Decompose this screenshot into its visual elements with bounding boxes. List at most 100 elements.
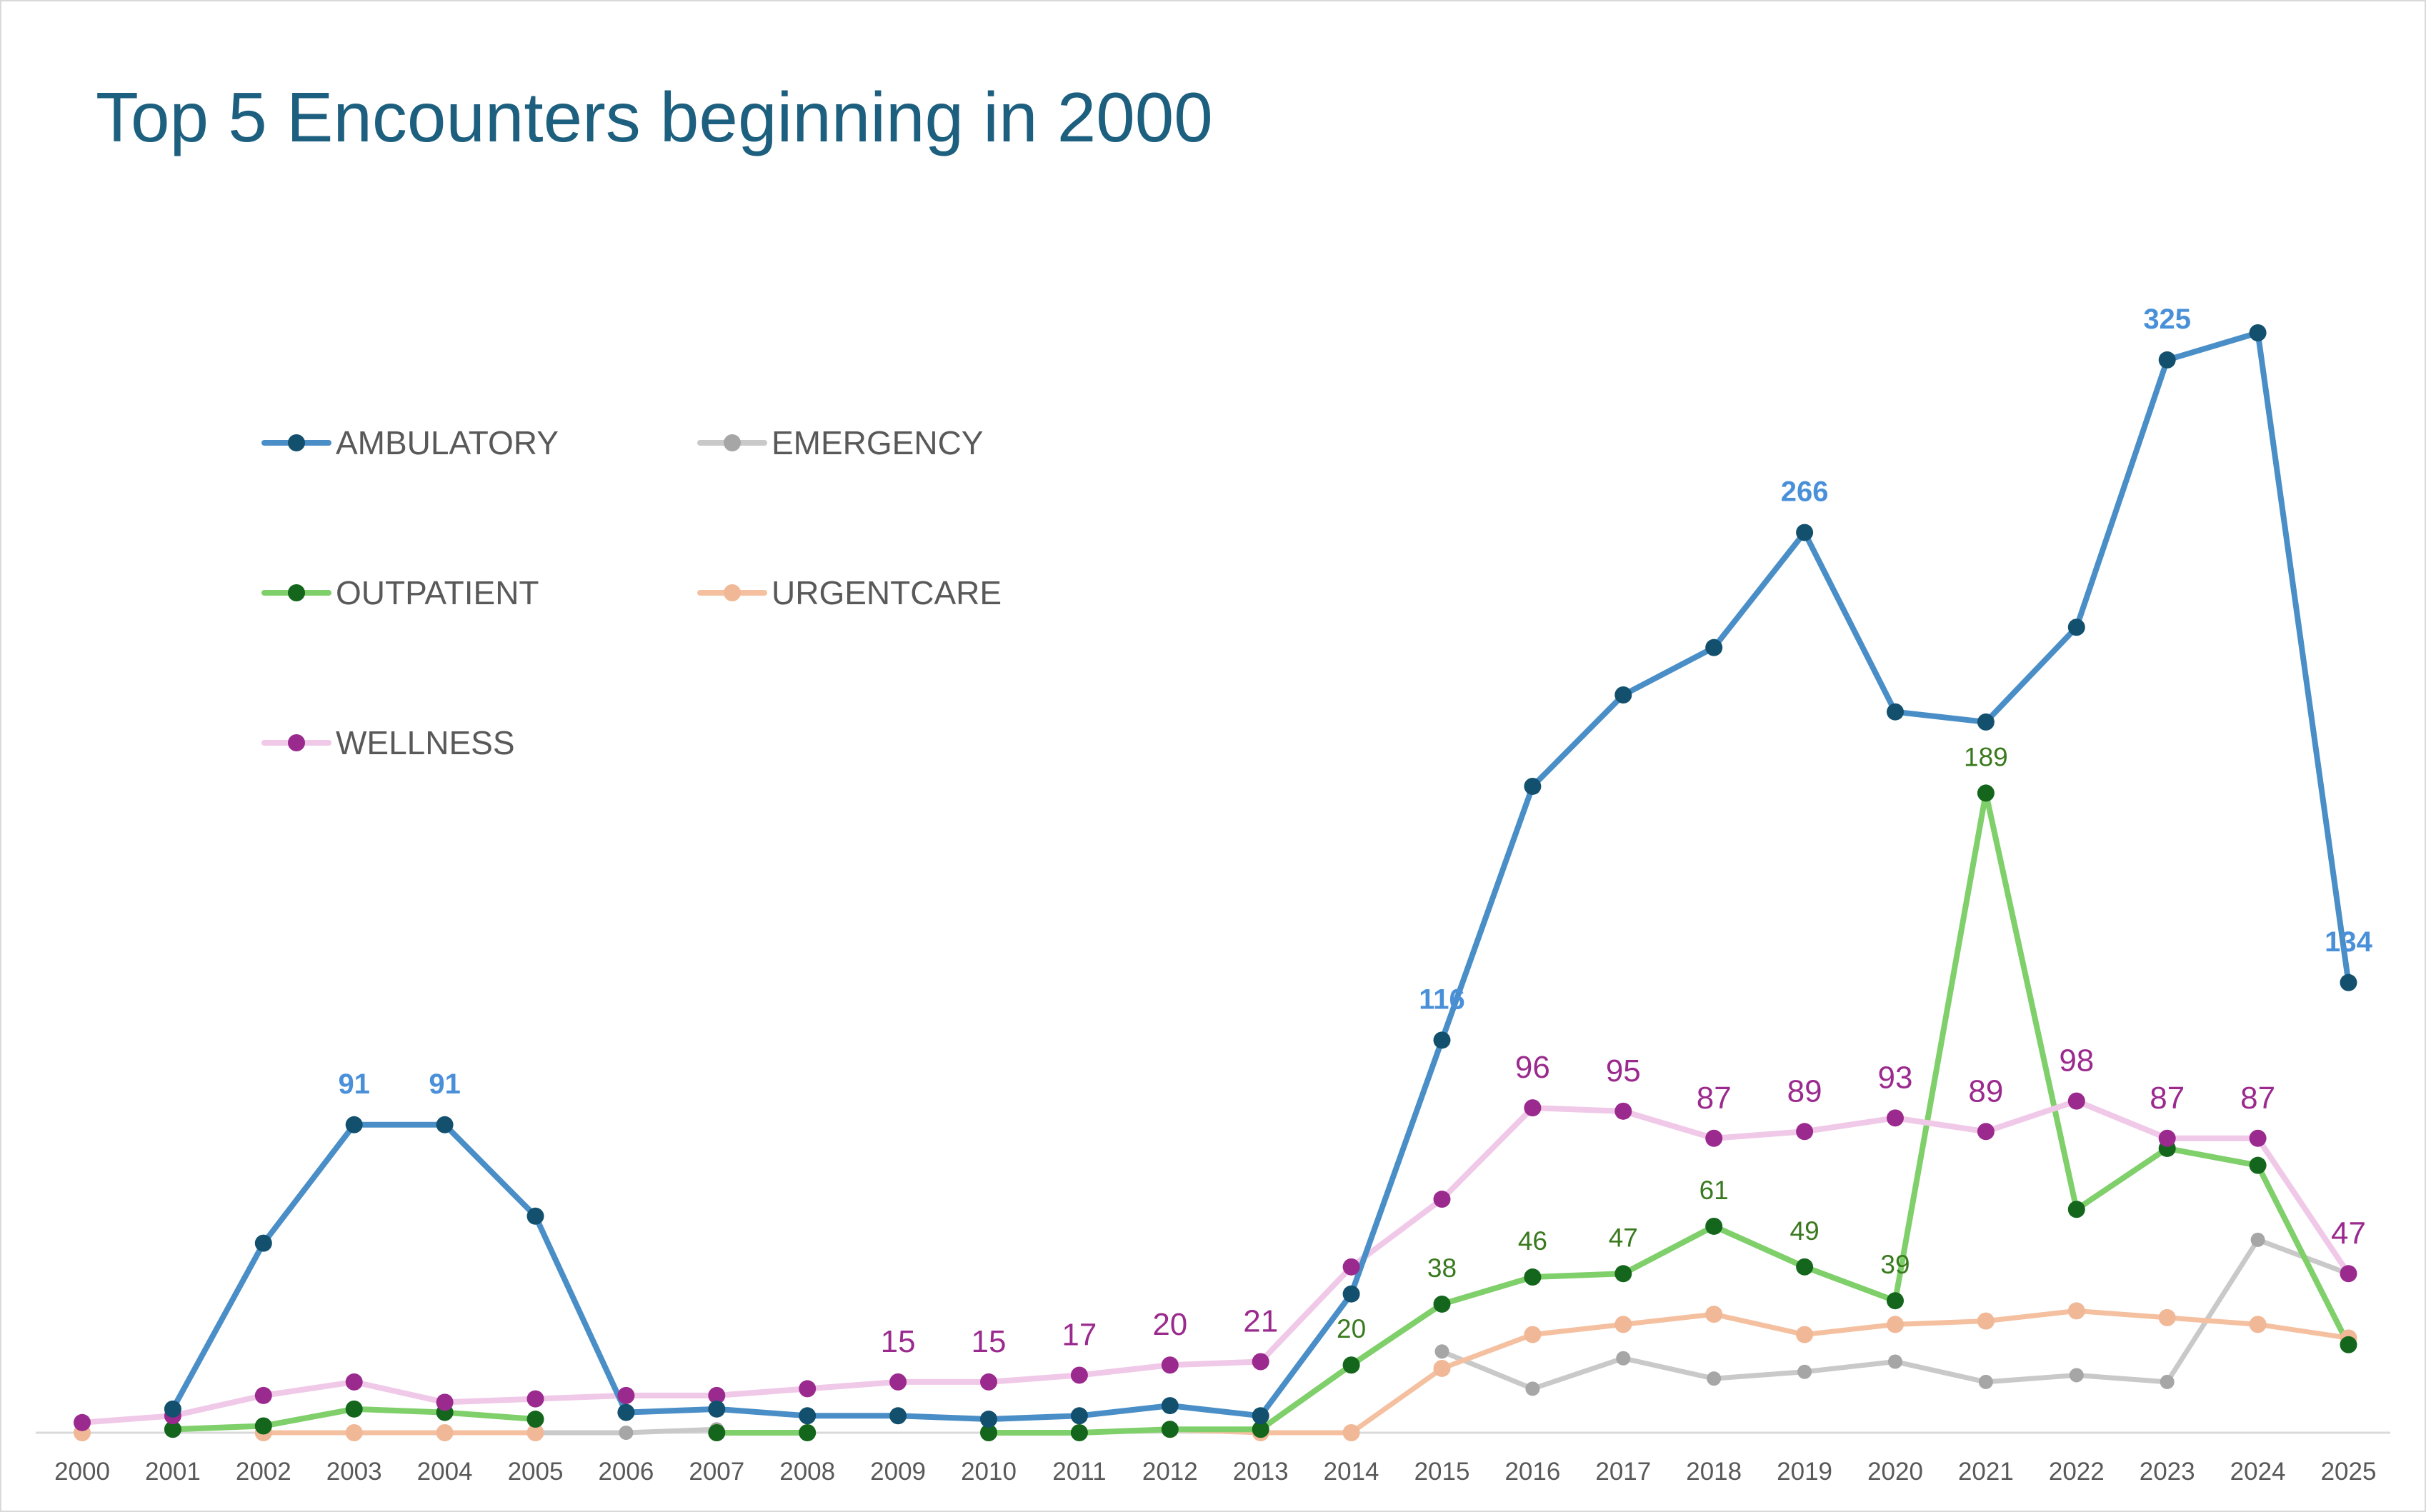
emergency-point-2015 (1434, 1344, 1449, 1359)
ambulatory-data-label-2015: 116 (1419, 983, 1465, 1015)
wellness-data-label-2018: 87 (1697, 1081, 1732, 1116)
emergency-point-2006 (619, 1426, 634, 1440)
ambulatory-data-label-2023: 325 (2143, 304, 2191, 335)
ambulatory-point-2006 (617, 1403, 635, 1421)
emergency-point-2019 (1797, 1364, 1812, 1379)
legend-swatch-marker (288, 584, 305, 601)
ambulatory-point-2008 (799, 1407, 817, 1425)
wellness-data-label-2025: 47 (2331, 1216, 2366, 1251)
wellness-point-2012 (1161, 1356, 1179, 1374)
ambulatory-point-2015 (1433, 1031, 1451, 1049)
outpatient-point-2001 (164, 1421, 181, 1438)
wellness-data-label-2010: 15 (972, 1324, 1007, 1359)
x-tick-label-2010: 2010 (961, 1458, 1017, 1486)
outpatient-point-2010 (980, 1424, 997, 1441)
legend: AMBULATORY EMERGENCY OUTPATIENT URGENTCARE W… (261, 424, 1002, 761)
urgentcare-point-2021 (1977, 1312, 1995, 1330)
outpatient-data-label-2017: 47 (1609, 1223, 1638, 1252)
ambulatory-data-label-2003: 91 (338, 1068, 370, 1100)
outpatient-data-label-2014: 20 (1337, 1314, 1366, 1343)
ambulatory-point-2009 (889, 1407, 907, 1425)
urgentcare-point-2017 (1614, 1316, 1632, 1333)
wellness-point-2020 (1887, 1109, 1904, 1127)
ambulatory-point-2007 (708, 1400, 726, 1418)
urgentcare-point-2016 (1524, 1326, 1542, 1343)
x-tick-label-2024: 2024 (2230, 1458, 2286, 1486)
outpatient-data-label-2021: 189 (1964, 742, 2008, 771)
wellness-point-2005 (526, 1390, 544, 1408)
x-tick-label-2021: 2021 (1958, 1458, 2014, 1486)
urgentcare-point-2023 (2158, 1308, 2176, 1326)
outpatient-point-2011 (1070, 1424, 1088, 1441)
outpatient-point-2015 (1433, 1295, 1451, 1313)
ambulatory-point-2014 (1342, 1285, 1360, 1303)
x-tick-label-2016: 2016 (1504, 1458, 1560, 1486)
series-lines (79, 330, 2352, 1436)
urgentcare-point-2005 (526, 1424, 544, 1441)
legend-label-outpatient: OUTPATIENT (336, 574, 539, 611)
wellness-point-2015 (1433, 1191, 1451, 1208)
outpatient-point-2022 (2067, 1201, 2085, 1218)
outpatient-point-2005 (526, 1411, 544, 1428)
ambulatory-point-2011 (1070, 1407, 1088, 1425)
outpatient-data-label-2015: 38 (1427, 1253, 1457, 1283)
x-tick-label-2023: 2023 (2140, 1458, 2195, 1486)
wellness-point-2009 (889, 1373, 907, 1391)
urgentcare-point-2024 (2249, 1316, 2267, 1333)
outpatient-data-label-2020: 39 (1880, 1250, 1910, 1279)
wellness-point-2003 (345, 1373, 363, 1391)
emergency-point-2018 (1707, 1371, 1722, 1386)
ambulatory-point-2003 (345, 1116, 363, 1133)
outpatient-data-label-2016: 46 (1518, 1226, 1547, 1256)
x-tick-label-2008: 2008 (779, 1458, 835, 1486)
wellness-point-2025 (2340, 1265, 2357, 1283)
ambulatory-point-2021 (1977, 713, 1995, 731)
x-tick-label-2000: 2000 (54, 1458, 110, 1486)
x-tick-label-2014: 2014 (1324, 1458, 1379, 1486)
wellness-point-2016 (1524, 1099, 1542, 1117)
urgentcare-point-2019 (1796, 1326, 1814, 1343)
legend-item-urgentcare[interactable]: URGENTCARE (697, 574, 1002, 611)
outpatient-point-2014 (1342, 1356, 1360, 1374)
wellness-point-2010 (980, 1373, 997, 1391)
x-tick-label-2007: 2007 (689, 1458, 744, 1486)
ambulatory-point-2025 (2340, 973, 2357, 991)
wellness-point-2018 (1705, 1129, 1723, 1147)
x-tick-label-2005: 2005 (508, 1458, 564, 1486)
x-axis-ticks: 2000 2001 2002 2003 2004 2005 2006 2007 2008 2009… (54, 1458, 2376, 1486)
outpatient-line (986, 790, 2352, 1436)
wellness-point-2019 (1796, 1123, 1814, 1141)
outpatient-point-2017 (1614, 1265, 1632, 1283)
x-tick-label-2015: 2015 (1414, 1458, 1470, 1486)
legend-item-wellness[interactable]: WELLNESS (261, 724, 515, 761)
wellness-point-2014 (1342, 1258, 1360, 1276)
wellness-data-label-2016: 96 (1515, 1050, 1550, 1085)
ambulatory-point-2018 (1705, 639, 1723, 656)
outpatient-point-2020 (1887, 1292, 1904, 1310)
ambulatory-point-2024 (2249, 324, 2267, 341)
wellness-data-label-2017: 95 (1606, 1053, 1641, 1088)
x-tick-label-2006: 2006 (598, 1458, 654, 1486)
wellness-point-2002 (254, 1386, 272, 1404)
legend-item-ambulatory[interactable]: AMBULATORY (261, 424, 559, 461)
wellness-data-label-2022: 98 (2059, 1043, 2094, 1078)
x-tick-label-2009: 2009 (870, 1458, 926, 1486)
x-tick-label-2002: 2002 (236, 1458, 291, 1486)
legend-item-emergency[interactable]: EMERGENCY (697, 424, 983, 461)
ambulatory-point-2022 (2067, 619, 2085, 636)
urgentcare-point-2022 (2067, 1302, 2085, 1320)
ambulatory-data-label-2004: 91 (429, 1068, 461, 1100)
legend-item-outpatient[interactable]: OUTPATIENT (261, 574, 539, 611)
urgentcare-point-2015 (1433, 1359, 1451, 1377)
wellness-data-label-2021: 89 (1968, 1073, 2003, 1108)
x-tick-label-2018: 2018 (1686, 1458, 1742, 1486)
x-tick-label-2017: 2017 (1595, 1458, 1651, 1486)
wellness-point-2000 (74, 1413, 91, 1431)
urgentcare-point-2014 (1342, 1424, 1360, 1441)
ambulatory-point-2020 (1887, 703, 1904, 721)
ambulatory-point-2005 (526, 1207, 544, 1225)
x-tick-label-2011: 2011 (1052, 1458, 1106, 1486)
emergency-point-2022 (2069, 1368, 2084, 1383)
outpatient-point-2008 (799, 1424, 817, 1441)
